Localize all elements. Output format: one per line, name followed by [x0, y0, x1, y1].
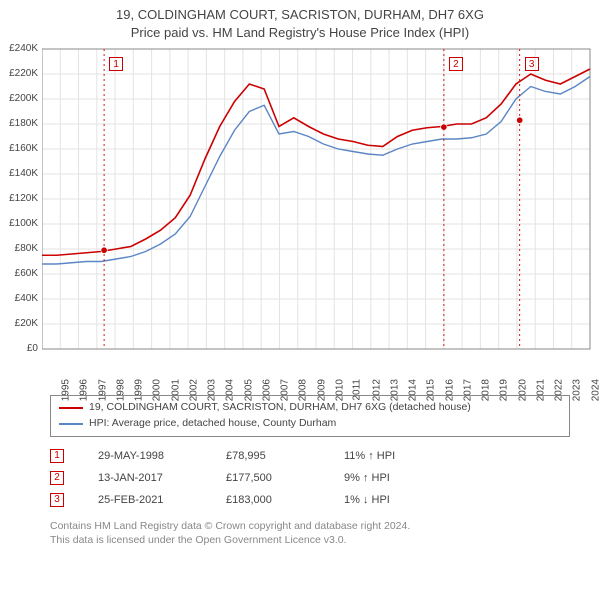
x-tick-label: 2008: [298, 379, 309, 401]
x-tick-label: 2010: [334, 379, 345, 401]
x-tick-label: 2024: [590, 379, 600, 401]
x-tick-label: 2009: [316, 379, 327, 401]
event-row: 3 25-FEB-2021 £183,000 1% ↓ HPI: [50, 489, 570, 511]
event-date: 13-JAN-2017: [98, 472, 208, 484]
event-marker: 2: [50, 471, 64, 485]
y-tick-label: £240K: [8, 43, 38, 54]
x-tick-label: 2003: [206, 379, 217, 401]
event-date: 29-MAY-1998: [98, 450, 208, 462]
y-tick-label: £100K: [8, 218, 38, 229]
x-tick-label: 2000: [152, 379, 163, 401]
x-tick-label: 2018: [480, 379, 491, 401]
x-tick-label: 1999: [133, 379, 144, 401]
x-tick-label: 2007: [279, 379, 290, 401]
x-tick-label: 2017: [462, 379, 473, 401]
y-tick-label: £220K: [8, 68, 38, 79]
x-tick-label: 2001: [170, 379, 181, 401]
event-table: 1 29-MAY-1998 £78,995 11% ↑ HPI 2 13-JAN-2017…: [50, 445, 570, 511]
chart-title: 19, COLDINGHAM COURT, SACRISTON, DURHAM,…: [10, 6, 590, 41]
y-tick-label: £140K: [8, 168, 38, 179]
x-tick-label: 2006: [261, 379, 272, 401]
event-marker: 3: [50, 493, 64, 507]
x-tick-label: 2005: [243, 379, 254, 401]
y-tick-label: £160K: [8, 143, 38, 154]
chart-marker-3: 3: [525, 57, 539, 71]
x-tick-label: 1995: [60, 379, 71, 401]
x-tick-label: 2020: [517, 379, 528, 401]
x-tick-label: 2014: [407, 379, 418, 401]
x-tick-label: 2022: [553, 379, 564, 401]
footer-line2: This data is licensed under the Open Gov…: [50, 533, 570, 547]
legend-label: 19, COLDINGHAM COURT, SACRISTON, DURHAM,…: [89, 400, 471, 416]
x-tick-label: 2002: [188, 379, 199, 401]
legend-row: 19, COLDINGHAM COURT, SACRISTON, DURHAM,…: [59, 400, 561, 416]
x-tick-label: 2015: [426, 379, 437, 401]
event-delta: 1% ↓ HPI: [344, 494, 464, 506]
y-tick-label: £120K: [8, 193, 38, 204]
event-row: 1 29-MAY-1998 £78,995 11% ↑ HPI: [50, 445, 570, 467]
y-tick-label: £200K: [8, 93, 38, 104]
y-tick-label: £0: [8, 343, 38, 354]
y-tick-label: £40K: [8, 293, 38, 304]
x-tick-label: 1998: [115, 379, 126, 401]
footer-line1: Contains HM Land Registry data © Crown c…: [50, 519, 570, 533]
footer: Contains HM Land Registry data © Crown c…: [50, 519, 570, 547]
x-tick-label: 2004: [225, 379, 236, 401]
x-tick-label: 2012: [371, 379, 382, 401]
legend-swatch: [59, 423, 83, 425]
x-tick-label: 2011: [352, 379, 363, 401]
event-delta: 9% ↑ HPI: [344, 472, 464, 484]
legend-row: HPI: Average price, detached house, Coun…: [59, 416, 561, 432]
event-marker: 1: [50, 449, 64, 463]
chart-container: £0£20K£40K£60K£80K£100K£120K£140K£160K£1…: [42, 45, 600, 375]
y-tick-label: £60K: [8, 268, 38, 279]
event-delta: 11% ↑ HPI: [344, 450, 464, 462]
title-line1: 19, COLDINGHAM COURT, SACRISTON, DURHAM,…: [10, 6, 590, 24]
y-tick-label: £20K: [8, 318, 38, 329]
x-tick-label: 2013: [389, 379, 400, 401]
x-tick-label: 1996: [79, 379, 90, 401]
x-tick-label: 2016: [444, 379, 455, 401]
line-chart: [42, 45, 596, 351]
x-tick-label: 1997: [97, 379, 108, 401]
event-row: 2 13-JAN-2017 £177,500 9% ↑ HPI: [50, 467, 570, 489]
legend: 19, COLDINGHAM COURT, SACRISTON, DURHAM,…: [50, 395, 570, 437]
event-price: £183,000: [226, 494, 326, 506]
y-tick-label: £180K: [8, 118, 38, 129]
x-tick-label: 2021: [535, 379, 546, 401]
event-date: 25-FEB-2021: [98, 494, 208, 506]
x-tick-label: 2019: [499, 379, 510, 401]
legend-swatch: [59, 407, 83, 409]
legend-label: HPI: Average price, detached house, Coun…: [89, 416, 336, 432]
event-price: £78,995: [226, 450, 326, 462]
title-line2: Price paid vs. HM Land Registry's House …: [10, 24, 590, 42]
chart-marker-1: 1: [109, 57, 123, 71]
y-tick-label: £80K: [8, 243, 38, 254]
chart-marker-2: 2: [449, 57, 463, 71]
event-price: £177,500: [226, 472, 326, 484]
x-tick-label: 2023: [572, 379, 583, 401]
